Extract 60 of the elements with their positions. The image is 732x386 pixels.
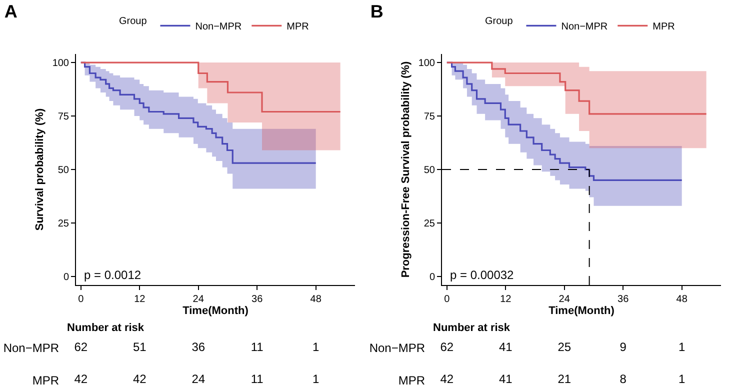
text: 24 bbox=[192, 372, 206, 386]
text: 41 bbox=[498, 372, 513, 386]
category-label: Non−MPR bbox=[3, 341, 59, 355]
text: Number at risk bbox=[67, 322, 145, 334]
text: 42 bbox=[440, 372, 454, 386]
x-tick-label: 0 bbox=[78, 294, 84, 305]
annotation: p = 0.0012 bbox=[84, 268, 142, 282]
text: 62 bbox=[74, 340, 88, 354]
legend-label: Non−MPR bbox=[561, 22, 608, 33]
y-axis-title: Progression-Free Survival probability (%) bbox=[400, 60, 412, 278]
x-tick-label: 12 bbox=[134, 294, 146, 305]
text: 11 bbox=[250, 372, 264, 386]
annotation: p = 0.00032 bbox=[450, 268, 514, 282]
x-tick-label: 24 bbox=[192, 294, 204, 305]
x-tick-label: 36 bbox=[252, 294, 264, 305]
text: 36 bbox=[192, 340, 206, 354]
y-axis-title: Survival probability (%) bbox=[34, 108, 46, 231]
legend-label: MPR bbox=[652, 22, 675, 33]
category-label: MPR bbox=[32, 373, 59, 386]
y-tick-label: 0 bbox=[429, 272, 436, 283]
y-tick-label: 100 bbox=[52, 58, 70, 70]
y-tick-label: 75 bbox=[58, 112, 70, 123]
y-tick-label: 100 bbox=[418, 58, 436, 70]
x-tick-label: 48 bbox=[676, 294, 688, 305]
y-tick-label: 0 bbox=[63, 272, 70, 283]
text: 1 bbox=[312, 372, 320, 386]
x-axis-title: Time(Month) bbox=[182, 305, 249, 318]
text: 9 bbox=[620, 340, 627, 354]
category-label: MPR bbox=[398, 373, 425, 386]
text: 42 bbox=[132, 372, 147, 386]
text: Number at risk bbox=[433, 322, 511, 334]
x-tick-label: 12 bbox=[500, 294, 512, 305]
chart-title: A bbox=[4, 1, 18, 22]
text: 8 bbox=[620, 372, 627, 386]
chart-title: B bbox=[370, 1, 384, 22]
text: 25 bbox=[558, 340, 572, 354]
x-tick-label: 0 bbox=[444, 294, 450, 305]
y-tick-label: 50 bbox=[58, 165, 70, 176]
x-axis-title: Time(Month) bbox=[548, 305, 615, 318]
y-tick-label: 50 bbox=[424, 165, 436, 176]
text: 51 bbox=[132, 340, 147, 354]
legend-title: Group bbox=[485, 16, 514, 28]
text: 1 bbox=[678, 372, 686, 386]
legend-label: Non−MPR bbox=[195, 22, 242, 33]
text: 62 bbox=[440, 340, 454, 354]
text: 11 bbox=[250, 340, 264, 354]
category-label: Non−MPR bbox=[369, 341, 425, 355]
x-tick-label: 36 bbox=[618, 294, 630, 305]
text: 21 bbox=[558, 372, 572, 386]
text: 1 bbox=[678, 340, 686, 354]
text: 1 bbox=[312, 340, 320, 354]
y-tick-label: 75 bbox=[424, 112, 436, 123]
x-tick-label: 24 bbox=[558, 294, 570, 305]
text: 41 bbox=[498, 340, 513, 354]
text: 42 bbox=[74, 372, 88, 386]
x-tick-label: 48 bbox=[310, 294, 322, 305]
y-tick-label: 25 bbox=[424, 218, 436, 230]
y-tick-label: 25 bbox=[58, 218, 70, 230]
legend-title: Group bbox=[119, 16, 148, 28]
legend-label: MPR bbox=[286, 22, 309, 33]
